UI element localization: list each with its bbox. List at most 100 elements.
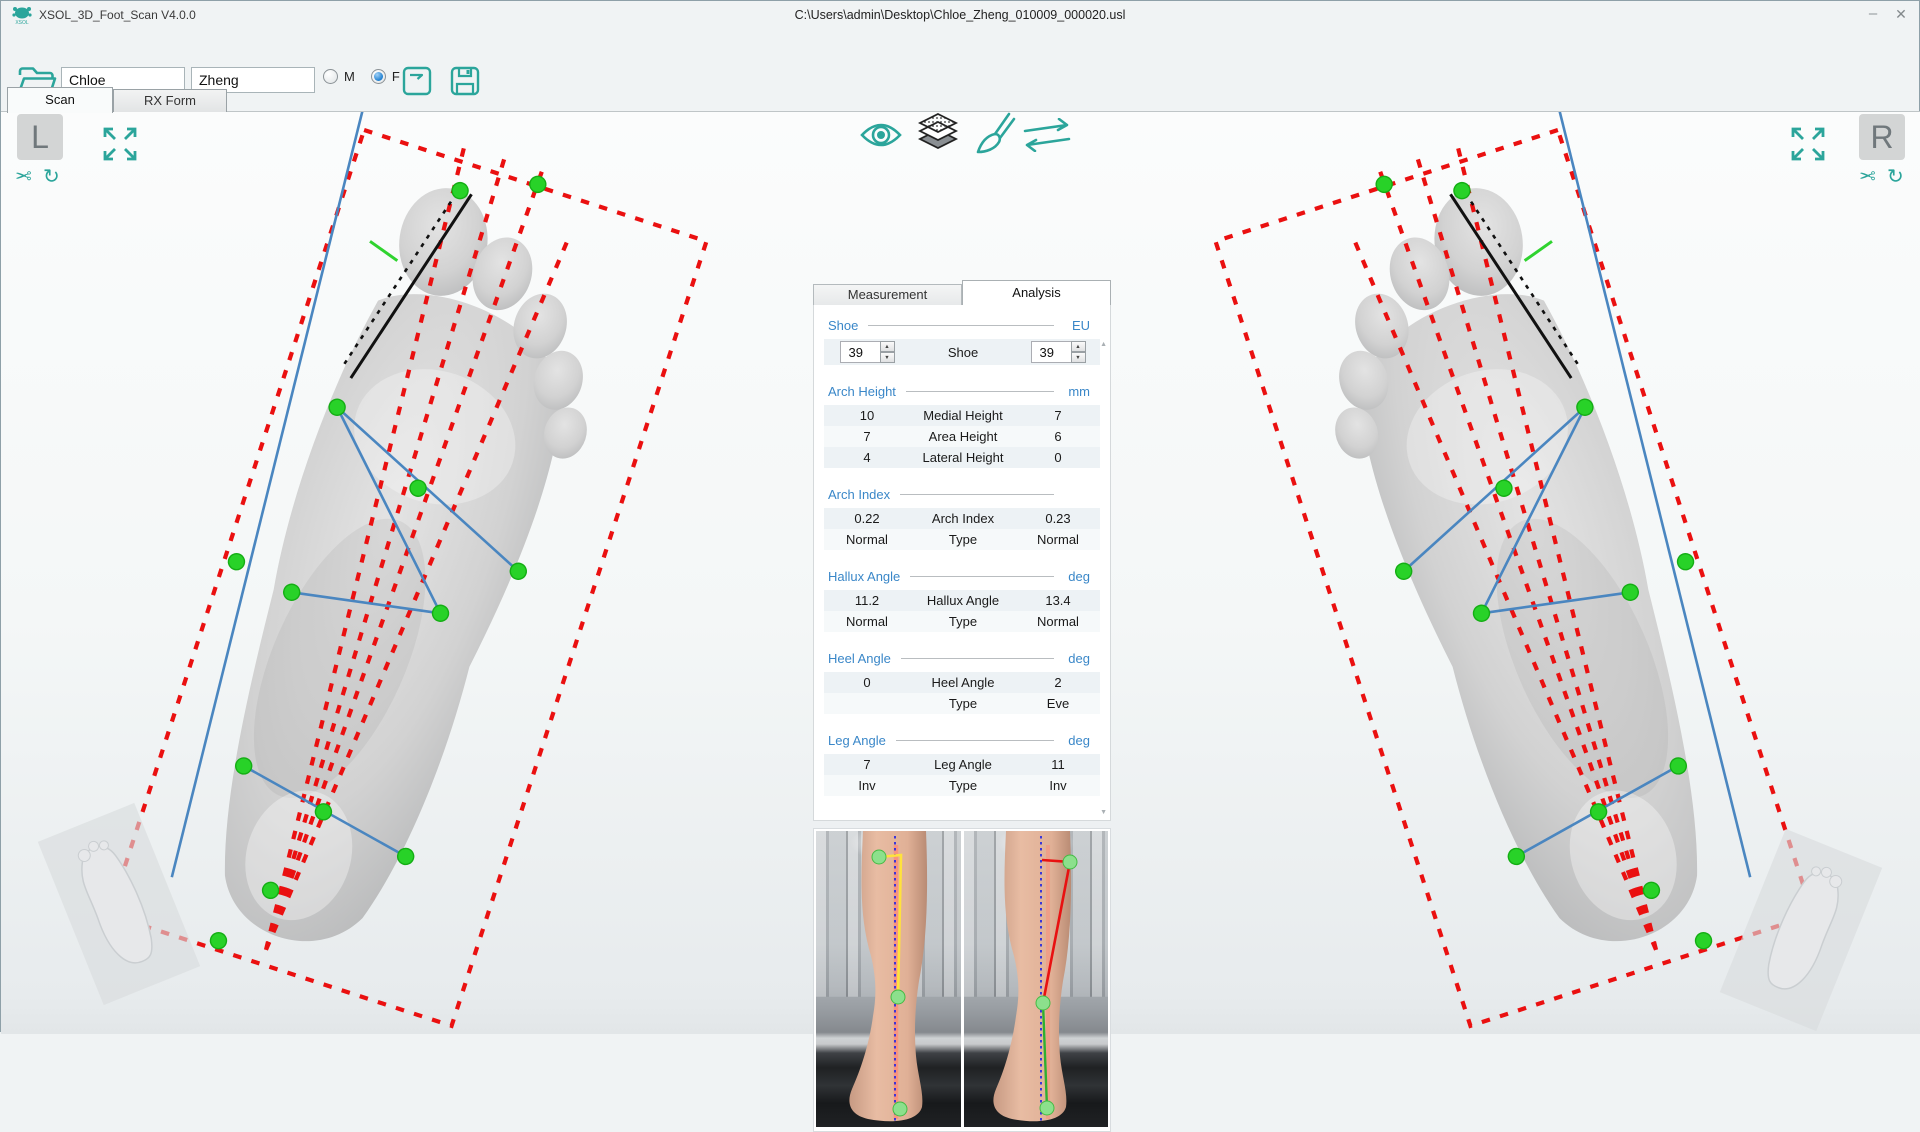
section-unit: deg: [1068, 568, 1090, 584]
section-divider: [905, 390, 1054, 392]
ghost-thumbnail-right: [1719, 828, 1883, 1032]
section-title: Heel Angle: [828, 650, 891, 666]
tab-analysis[interactable]: Analysis: [962, 280, 1111, 306]
visibility-eye-button[interactable]: [859, 118, 903, 152]
gender-radio-group: M F: [323, 69, 410, 84]
left-foot-value: 7: [863, 757, 871, 772]
right-foot-value: 2: [1054, 675, 1062, 690]
swap-left-right-button[interactable]: [1023, 118, 1071, 152]
row-label: Arch Index: [931, 511, 995, 526]
spinner-up-button[interactable]: ▲: [1070, 341, 1086, 352]
left-foot-value: 7: [863, 429, 871, 444]
right-foot-button[interactable]: R: [1859, 114, 1905, 160]
section-header: Arch Index: [828, 482, 1098, 506]
section-header: Arch Height mm: [828, 379, 1098, 403]
row-label: Type: [948, 696, 978, 711]
scroll-down-arrow[interactable]: ▼: [1100, 809, 1107, 816]
fit-view-button-left[interactable]: [97, 122, 143, 166]
analysis-row: Type Eve: [824, 693, 1100, 714]
toolbar: M F: [1, 29, 1919, 99]
reset-rotation-button-right[interactable]: ↻: [1887, 164, 1904, 188]
analysis-row: 7 Area Height 6: [824, 426, 1100, 447]
right-foot-value: 7: [1054, 408, 1062, 423]
ghost-thumbnail-left: [37, 802, 201, 1006]
row-label: Hallux Angle: [926, 593, 1000, 608]
analysis-row: 4 Lateral Height 0: [824, 447, 1100, 468]
heel-photo-right-overlay: [992, 831, 1077, 1124]
crop-scissors-button-right[interactable]: ✂: [1859, 164, 1876, 188]
layers-button[interactable]: [915, 112, 961, 156]
tab-rx-form[interactable]: RX Form: [113, 89, 227, 112]
fit-view-button-right[interactable]: [1785, 122, 1831, 166]
shoe-size-spinner-right[interactable]: 39 ▲ ▼: [1016, 341, 1100, 363]
left-foot-value: 0: [863, 675, 871, 690]
section-divider: [900, 657, 1054, 659]
crop-scissors-button-left[interactable]: ✂: [15, 164, 32, 188]
section-unit: mm: [1068, 383, 1090, 399]
spinner-down-button[interactable]: ▼: [1070, 352, 1086, 363]
right-foot-scan: [1208, 112, 1821, 1026]
brush-button[interactable]: [973, 112, 1017, 158]
shoe-size-value-right[interactable]: 39: [1030, 341, 1071, 363]
scroll-up-arrow[interactable]: ▲: [1100, 341, 1107, 348]
heel-photo-card: [813, 828, 1111, 1132]
svg-text:XSOL: XSOL: [15, 20, 29, 25]
analysis-row: 10 Medial Height 7: [824, 405, 1100, 426]
file-path: C:\Users\admin\Desktop\Chloe_Zheng_01000…: [794, 8, 1126, 22]
right-foot-value: 0.23: [1045, 511, 1071, 526]
spinner-up-button[interactable]: ▲: [879, 341, 895, 352]
gender-female-label: F: [391, 69, 400, 84]
analysis-row: Inv Type Inv: [824, 775, 1100, 796]
left-foot-value: 10: [859, 408, 875, 423]
tab-scan[interactable]: Scan: [7, 87, 113, 113]
analysis-panel: Measurement Analysis Shoe EU 39 ▲ ▼ Shoe: [813, 280, 1111, 821]
spinner-down-button[interactable]: ▼: [879, 352, 895, 363]
analysis-panel-tabs: Measurement Analysis: [813, 280, 1111, 306]
right-foot-value: 0: [1054, 450, 1062, 465]
shoe-section-header: Shoe EU: [828, 313, 1098, 337]
row-label: Type: [948, 778, 978, 793]
heel-photo-left: [816, 831, 961, 1127]
section-divider: [900, 493, 1054, 495]
left-foot-value: Inv: [858, 778, 876, 793]
analysis-row: Normal Type Normal: [824, 529, 1100, 550]
analysis-row: Normal Type Normal: [824, 611, 1100, 632]
section-divider: [895, 739, 1054, 741]
gender-male-radio[interactable]: [323, 69, 338, 84]
shoe-size-spinner-left[interactable]: 39 ▲ ▼: [824, 341, 910, 363]
title-bar: XSOL XSOL_3D_Foot_Scan V4.0.0 C:\Users\a…: [1, 1, 1919, 29]
analysis-panel-body: Shoe EU 39 ▲ ▼ Shoe 39 ▲ ▼: [813, 305, 1111, 821]
section-divider: [868, 324, 1054, 326]
new-scan-button[interactable]: [401, 65, 433, 97]
row-label: Leg Angle: [934, 757, 992, 772]
close-button[interactable]: ✕: [1895, 6, 1907, 22]
section-header: Leg Angle deg: [828, 728, 1098, 752]
tab-measurement[interactable]: Measurement: [813, 284, 962, 306]
left-foot-value: Normal: [846, 532, 888, 547]
shoe-section-title: Shoe: [828, 317, 859, 333]
section-unit: deg: [1068, 650, 1090, 666]
section-unit: deg: [1068, 732, 1090, 748]
right-foot-value: Eve: [1046, 696, 1070, 711]
shoe-size-value-left[interactable]: 39: [839, 341, 880, 363]
app-title: XSOL_3D_Foot_Scan V4.0.0: [39, 8, 196, 22]
row-label: Type: [948, 532, 978, 547]
minimize-button[interactable]: –: [1868, 5, 1878, 22]
section-title: Hallux Angle: [828, 568, 901, 584]
analysis-row: 11.2 Hallux Angle 13.4: [824, 590, 1100, 611]
analysis-section-arch-index: Arch Index 0.22 Arch Index 0.23 Normal Type No…: [814, 482, 1110, 550]
gender-female-radio[interactable]: [370, 69, 386, 84]
right-foot-value: Normal: [1037, 532, 1079, 547]
last-name-input[interactable]: [191, 67, 315, 93]
row-label: Medial Height: [923, 408, 1003, 423]
analysis-sections: Arch Height mm 10 Medial Height 7 7 Area Heigh…: [814, 379, 1110, 796]
reset-rotation-button-left[interactable]: ↻: [43, 164, 60, 188]
right-foot-value: 11: [1051, 757, 1065, 772]
left-foot-value: 0.22: [854, 511, 880, 526]
left-foot-button[interactable]: L: [17, 114, 63, 160]
left-foot-scan: [102, 112, 715, 1026]
main-tab-bar: Scan RX Form: [7, 87, 227, 113]
save-button[interactable]: [449, 65, 481, 97]
scan-workspace: L ✂ ↻ R ✂ ↻: [1, 111, 1920, 1132]
section-title: Leg Angle: [828, 732, 886, 748]
